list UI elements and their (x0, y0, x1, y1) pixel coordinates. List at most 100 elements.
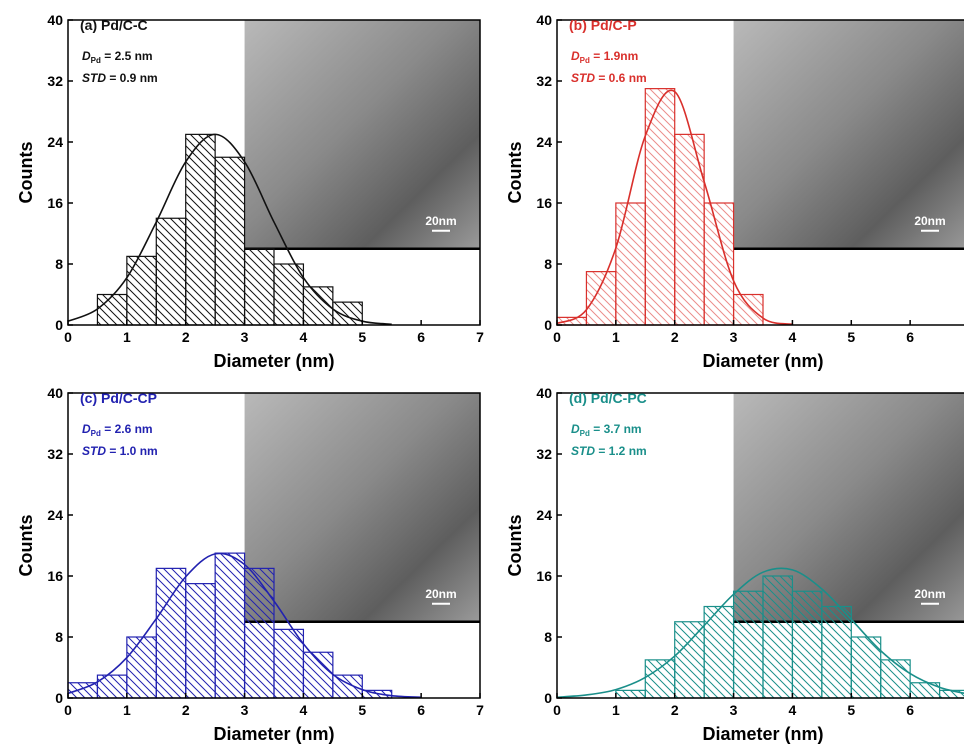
x-tick-label: 3 (730, 329, 738, 345)
x-tick-label: 4 (300, 702, 308, 718)
bar (332, 674, 363, 699)
stat-value: = 1.0 nm (106, 444, 158, 458)
fit-curve (556, 89, 793, 326)
bar (155, 567, 187, 699)
bar (732, 590, 764, 699)
x-tick-label: 5 (358, 329, 366, 345)
y-tick-label: 16 (536, 568, 552, 584)
x-tick-label: 3 (241, 702, 249, 718)
stat-value: = 0.9 nm (106, 71, 158, 85)
x-tick-label: 0 (553, 702, 561, 718)
stat-subscript: Pd (580, 56, 590, 65)
x-tick-label: 6 (906, 702, 914, 718)
stat-line: STD = 0.9 nm (82, 71, 158, 85)
stat-value: = 0.6 nm (595, 71, 647, 85)
stat-value: = 1.2 nm (595, 444, 647, 458)
bar (155, 217, 187, 326)
stat-subscript: Pd (91, 56, 101, 65)
stat-line: STD = 0.6 nm (571, 71, 647, 85)
bar (938, 689, 964, 699)
scale-label: 20nm (914, 214, 945, 228)
tem-image (733, 20, 964, 249)
bar (185, 133, 216, 326)
bar (273, 628, 305, 699)
x-tick-label: 2 (671, 702, 679, 718)
bar (185, 583, 216, 699)
plot-frame (556, 392, 964, 699)
y-tick-label: 32 (47, 446, 63, 462)
y-tick-label: 8 (55, 629, 63, 645)
x-tick-label: 6 (417, 702, 425, 718)
y-tick-label: 0 (55, 690, 63, 706)
bar (821, 605, 852, 699)
panel-title: (b) Pd/C-P (569, 17, 637, 33)
x-tick-label: 1 (123, 702, 131, 718)
x-tick-label: 5 (847, 329, 855, 345)
stat-line: DPd = 2.6 nm (82, 422, 153, 438)
y-tick-label: 8 (55, 256, 63, 272)
x-tick-label: 3 (241, 329, 249, 345)
x-tick-label: 5 (358, 702, 366, 718)
stat-symbol: STD (571, 71, 595, 85)
bar (96, 293, 128, 326)
fit-curve (556, 567, 964, 699)
x-tick-label: 0 (553, 329, 561, 345)
x-tick-label: 2 (671, 329, 679, 345)
x-tick-label: 7 (476, 702, 484, 718)
panel-title: (c) Pd/C-CP (80, 390, 157, 406)
y-tick-label: 16 (47, 195, 63, 211)
fit-curve (67, 552, 422, 699)
x-tick-label: 4 (300, 329, 308, 345)
x-tick-label: 5 (847, 702, 855, 718)
y-axis-label: Counts (505, 142, 525, 204)
bar (674, 621, 705, 699)
y-axis-label: Counts (16, 142, 36, 204)
scale-label: 20nm (425, 587, 456, 601)
bar (585, 271, 617, 326)
bar (273, 263, 305, 326)
stat-symbol: D (82, 422, 91, 436)
y-tick-label: 40 (47, 12, 63, 28)
bar (332, 301, 363, 326)
x-tick-label: 1 (612, 329, 620, 345)
stat-symbol: STD (571, 444, 595, 458)
stat-symbol: D (82, 49, 91, 63)
bar (615, 689, 646, 699)
bar (126, 636, 157, 699)
tem-image (244, 20, 480, 249)
bar (703, 202, 735, 326)
panel-title: (a) Pd/C-C (80, 17, 148, 33)
bar (126, 255, 157, 326)
stat-value: = 2.6 nm (101, 422, 153, 436)
y-tick-label: 24 (536, 134, 552, 150)
x-tick-label: 2 (182, 702, 190, 718)
x-tick-label: 4 (789, 329, 797, 345)
stat-symbol: D (571, 422, 580, 436)
bar (644, 659, 676, 699)
stat-subscript: Pd (91, 429, 101, 438)
y-tick-label: 24 (47, 134, 63, 150)
stat-symbol: STD (82, 71, 106, 85)
y-tick-label: 0 (544, 690, 552, 706)
stat-symbol: STD (82, 444, 106, 458)
bar (732, 293, 764, 326)
x-tick-label: 6 (417, 329, 425, 345)
bar (791, 590, 823, 699)
bar (243, 248, 275, 326)
x-tick-label: 1 (612, 702, 620, 718)
stat-line: STD = 1.2 nm (571, 444, 647, 458)
y-tick-label: 8 (544, 629, 552, 645)
scale-label: 20nm (425, 214, 456, 228)
y-tick-label: 40 (47, 385, 63, 401)
stat-line: DPd = 3.7 nm (571, 422, 642, 438)
bar (762, 575, 794, 699)
plot-frame (67, 392, 481, 699)
fit-curve (67, 133, 392, 326)
x-axis-label: Diameter (nm) (213, 351, 334, 371)
y-tick-label: 16 (47, 568, 63, 584)
x-tick-label: 1 (123, 329, 131, 345)
y-tick-label: 8 (544, 256, 552, 272)
y-tick-label: 40 (536, 385, 552, 401)
